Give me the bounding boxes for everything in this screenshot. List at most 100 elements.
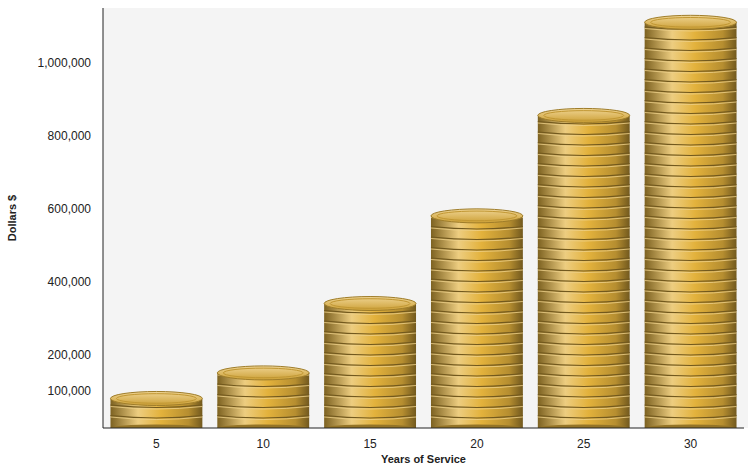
coin-edge [538,279,630,282]
coin-shine [645,81,737,84]
coin-edge [324,405,416,408]
coin-shine [538,407,630,410]
coin-edge [645,353,737,356]
coin-edge [645,48,737,51]
coin-edge [431,342,523,345]
coin-shine [645,60,737,63]
coin-rim [544,111,624,121]
coin-rim [330,299,410,309]
coin-rim [116,394,196,404]
coin-shine [645,291,737,294]
coin-shine [645,375,737,378]
coin-shine [431,407,523,410]
coin-edge [538,248,630,251]
coin-edge [645,122,737,125]
coin-edge [645,237,737,240]
coin-shine [431,260,523,263]
coin-edge [324,321,416,324]
coin-edge [431,237,523,240]
coin-shine [538,375,630,378]
coin-shine [645,333,737,336]
y-tick-label: 400,000 [48,275,92,289]
coin-shine [431,333,523,336]
coin-shine [538,249,630,252]
coin-edge [324,395,416,398]
coin-shine [538,344,630,347]
coin-shine [645,344,737,347]
coin-edge [324,353,416,356]
coin-edge [217,416,309,419]
coin-shine [538,144,630,147]
coin-stack [538,108,630,428]
coin-bottom [110,425,202,429]
coin-bottom [538,425,630,429]
coin-body [431,216,523,428]
coin-edge [645,227,737,230]
coin-edge [217,384,309,387]
coin-edge [324,384,416,387]
coin-shine [645,323,737,326]
coin-shine [431,312,523,315]
coin-body [538,115,630,428]
coin-edge [538,353,630,356]
coin-top [431,209,523,223]
coin-edge [110,416,202,419]
coin-edge [538,384,630,387]
coin-shine [538,270,630,273]
coin-edge [645,185,737,188]
coin-edge [645,290,737,293]
coin-edge [431,290,523,293]
coin-edge [645,269,737,272]
coin-shine [645,365,737,368]
coin-edge [645,405,737,408]
coin-edge [431,384,523,387]
coin-edge [645,363,737,366]
coin-edge [538,332,630,335]
coin-shine [645,197,737,200]
coin-shine [538,228,630,231]
coin-shine [324,365,416,368]
coin-edge [431,258,523,261]
coin-edge [431,332,523,335]
coin-shine [645,407,737,410]
coin-top [217,366,309,380]
coin-edge [645,59,737,62]
coin-shine [324,386,416,389]
x-tick-label: 5 [153,437,160,451]
coin-shine [217,417,309,420]
coin-edge [645,332,737,335]
coin-top [324,297,416,311]
plot-background [103,8,748,428]
coin-edge [431,353,523,356]
coin-edge [324,342,416,345]
coin-edge [431,227,523,230]
coin-edge [538,216,630,219]
coin-edge [645,416,737,419]
coin-shine [217,407,309,410]
coin-edge [538,143,630,146]
coin-shine [431,281,523,284]
x-tick-label: 15 [363,437,377,451]
coin-shine [431,249,523,252]
coin-edge [645,374,737,377]
coin-shine [324,375,416,378]
coin-edge [645,195,737,198]
y-axis [103,8,104,428]
coin-shine [645,312,737,315]
coin-stack [645,15,737,428]
coin-shine [324,396,416,399]
coin-edge [645,143,737,146]
coin-shine [538,312,630,315]
coin-bottom [324,425,416,429]
coin-shine [645,218,737,221]
coin-shine [538,396,630,399]
coin-edge [645,132,737,135]
coin-edge [645,80,737,83]
coin-rim [223,368,303,378]
coin-stack [431,209,523,428]
coin-shine [324,333,416,336]
coin-edge [538,342,630,345]
coin-edge [431,374,523,377]
coin-edge [538,185,630,188]
coin-edge [538,300,630,303]
